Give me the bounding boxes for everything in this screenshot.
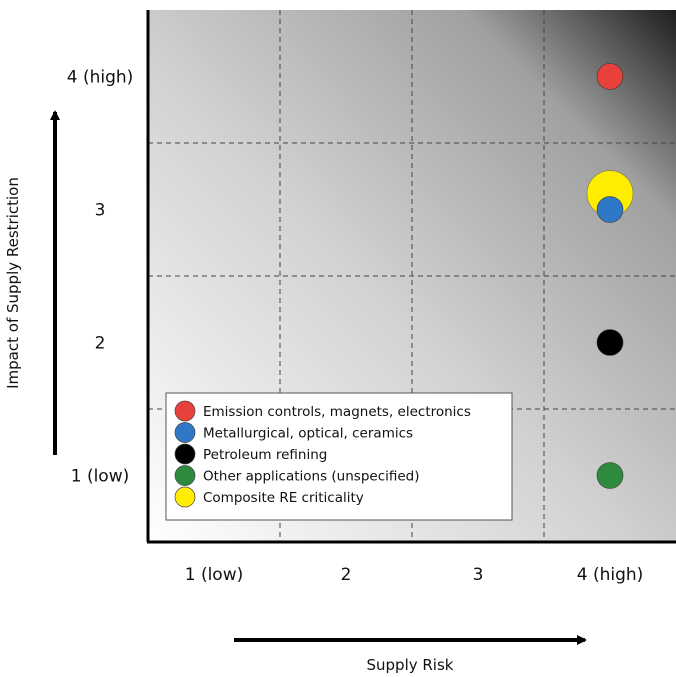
x-tick-label: 1 (low) (185, 565, 244, 585)
legend-marker (174, 486, 196, 508)
x-tick-labels: 1 (low) 2 3 4 (high) (185, 565, 644, 585)
x-tick-label: 4 (high) (577, 565, 644, 585)
y-tick-label: 2 (95, 334, 106, 354)
y-tick-label: 4 (high) (67, 68, 134, 88)
data-points (586, 63, 634, 489)
legend-label: Petroleum refining (203, 447, 327, 463)
legend-marker (174, 400, 196, 422)
data-point-2 (596, 196, 624, 223)
x-tick-label: 2 (341, 565, 352, 585)
data-point-1 (596, 63, 624, 90)
y-tick-label: 3 (95, 201, 106, 221)
legend-marker (174, 422, 196, 443)
legend-label: Other applications (unspecified) (203, 469, 420, 485)
legend-label: Metallurgical, optical, ceramics (203, 426, 413, 442)
legend-marker (174, 465, 196, 486)
legend-label: Emission controls, magnets, electronics (203, 404, 471, 420)
x-axis-title: Supply Risk (367, 656, 454, 674)
data-point-4 (596, 462, 624, 489)
legend-marker (174, 443, 196, 465)
legend: Emission controls, magnets, electronics M… (165, 392, 513, 521)
legend-label: Composite RE criticality (203, 490, 364, 506)
y-tick-label: 1 (low) (71, 467, 130, 487)
legend-box (165, 392, 513, 521)
y-axis-title: Impact of Supply Restriction (4, 177, 22, 389)
x-tick-label: 3 (473, 565, 484, 585)
y-tick-labels: 1 (low) 2 3 4 (high) (67, 68, 134, 487)
data-point-3 (596, 329, 624, 356)
